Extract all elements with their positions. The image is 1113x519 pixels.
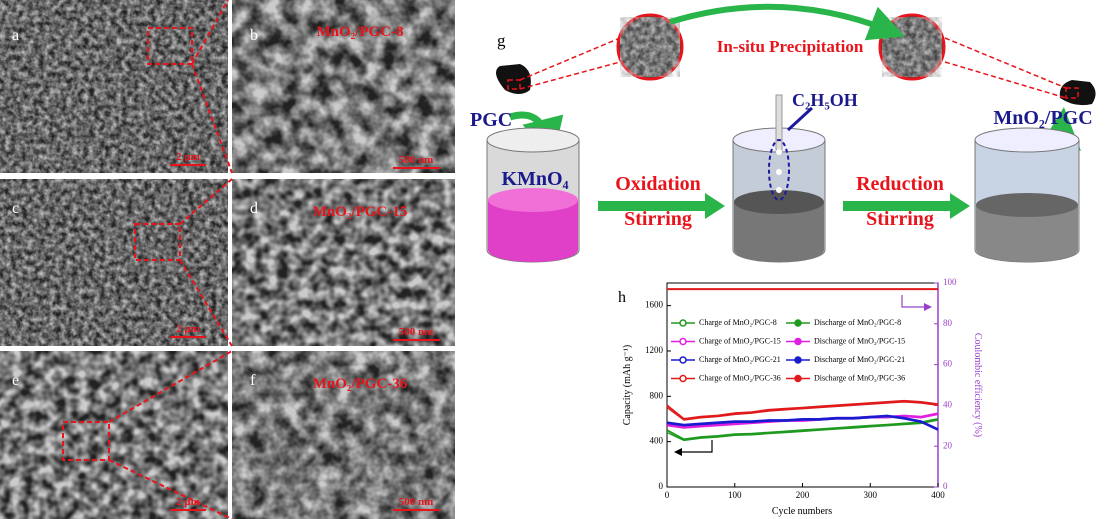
y-tick-label: 1600 — [645, 300, 664, 310]
panel-title: MnO₂/PGC-15 — [313, 204, 408, 220]
legend-marker — [680, 357, 686, 363]
y2-tick-label: 80 — [943, 318, 953, 328]
legend-label: Discharge of MnO₂/PGC-21 — [814, 355, 905, 364]
material-label: MnO₂/PGC — [993, 107, 1092, 129]
legend-label: Charge of MnO₂/PGC-36 — [699, 373, 781, 382]
legend-marker — [795, 339, 801, 345]
schematic: g In-situ Precipitation PGC C₂H₅OH MnO₂/… — [470, 7, 1096, 262]
scale-label: 500 nm — [399, 496, 434, 508]
legend-marker — [680, 339, 686, 345]
y2-tick-label: 100 — [943, 277, 957, 287]
y-tick-label: 400 — [650, 436, 664, 446]
legend-label: Charge of MnO₂/PGC-21 — [699, 355, 781, 364]
legend-marker — [795, 320, 801, 326]
y-tick-label: 1200 — [645, 345, 664, 355]
y2-tick-label: 0 — [943, 481, 948, 491]
panel-label: e — [12, 372, 19, 389]
panel-label: f — [250, 372, 256, 389]
sem-panels: a b c d e f MnO₂/PGC-8 MnO₂/PGC-15 MnO₂/… — [0, 0, 455, 519]
figure: a b c d e f MnO₂/PGC-8 MnO₂/PGC-15 MnO₂/… — [0, 0, 1113, 519]
panel-label: d — [250, 200, 258, 217]
panel-label: h — [618, 289, 626, 306]
y-tick-label: 0 — [659, 481, 664, 491]
panel-label: c — [12, 200, 19, 217]
step-label: Stirring — [624, 208, 692, 230]
y2-tick-label: 20 — [943, 440, 953, 450]
x-tick-label: 200 — [796, 490, 810, 500]
legend-marker — [795, 357, 801, 363]
x-tick-label: 400 — [931, 490, 945, 500]
legend-label: Discharge of MnO₂/PGC-8 — [814, 318, 901, 327]
y2-tick-label: 40 — [943, 399, 953, 409]
y-axis-title: Capacity (mAh g⁻¹) — [622, 345, 633, 425]
scale-label: 2 μm — [176, 151, 200, 163]
step-label: Reduction — [856, 173, 944, 195]
reagent-label: KMnO₄ — [501, 168, 568, 190]
x-tick-label: 300 — [864, 490, 878, 500]
y2-axis-title: Coulombic efficiency (%) — [972, 333, 983, 437]
legend-marker — [795, 376, 801, 382]
panel-title: MnO₂/PGC-36 — [313, 376, 408, 392]
x-tick-label: 0 — [665, 490, 670, 500]
scale-label: 2 μm — [176, 323, 200, 335]
material-label: PGC — [470, 109, 512, 131]
legend-marker — [680, 320, 686, 326]
panel-title: MnO₂/PGC-8 — [317, 24, 404, 40]
plot-frame — [667, 283, 938, 487]
y2-tick-label: 60 — [943, 359, 953, 369]
legend-label: Discharge of MnO₂/PGC-36 — [814, 373, 905, 382]
scale-label: 500 nm — [399, 326, 434, 338]
step-label: Oxidation — [615, 173, 701, 195]
y-tick-label: 800 — [650, 390, 664, 400]
step-label: Stirring — [866, 208, 934, 230]
reagent-label: C₂H₅OH — [792, 90, 858, 110]
legend-label: Discharge of MnO₂/PGC-15 — [814, 336, 905, 345]
scale-label: 500 nm — [399, 154, 434, 166]
panel-label: b — [250, 27, 258, 44]
x-tick-label: 100 — [728, 490, 742, 500]
scale-label: 2 μm — [176, 496, 200, 508]
panel-label: g — [497, 31, 506, 50]
legend-label: Charge of MnO₂/PGC-15 — [699, 336, 781, 345]
legend-label: Charge of MnO₂/PGC-8 — [699, 318, 777, 327]
panel-label: a — [12, 27, 19, 44]
legend-marker — [680, 376, 686, 382]
step-label: In-situ Precipitation — [717, 37, 864, 56]
x-axis-title: Cycle numbers — [772, 506, 832, 517]
chart: h Cycle numbers Capacity (mAh g⁻¹) Coulo… — [618, 277, 983, 517]
